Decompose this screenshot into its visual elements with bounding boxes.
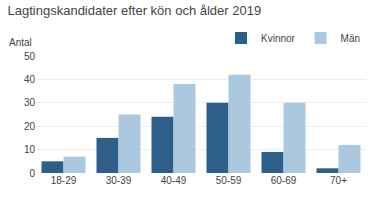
svg-text:30-39: 30-39 [106, 175, 132, 186]
svg-text:50-59: 50-59 [216, 175, 242, 186]
svg-text:Män: Män [341, 33, 360, 44]
svg-text:Kvinnor: Kvinnor [261, 33, 296, 44]
svg-text:40-49: 40-49 [161, 175, 187, 186]
svg-text:50: 50 [24, 51, 36, 62]
svg-text:30: 30 [24, 97, 36, 108]
svg-text:10: 10 [24, 144, 36, 155]
svg-text:60-69: 60-69 [271, 175, 297, 186]
svg-text:70+: 70+ [330, 175, 347, 186]
svg-text:0: 0 [29, 168, 35, 179]
svg-text:Antal: Antal [9, 37, 32, 48]
svg-text:40: 40 [24, 74, 36, 85]
svg-text:20: 20 [24, 121, 36, 132]
svg-text:18-29: 18-29 [51, 175, 77, 186]
svg-text:Lagtingskandidater efter kön o: Lagtingskandidater efter kön och ålder 2… [8, 3, 262, 18]
